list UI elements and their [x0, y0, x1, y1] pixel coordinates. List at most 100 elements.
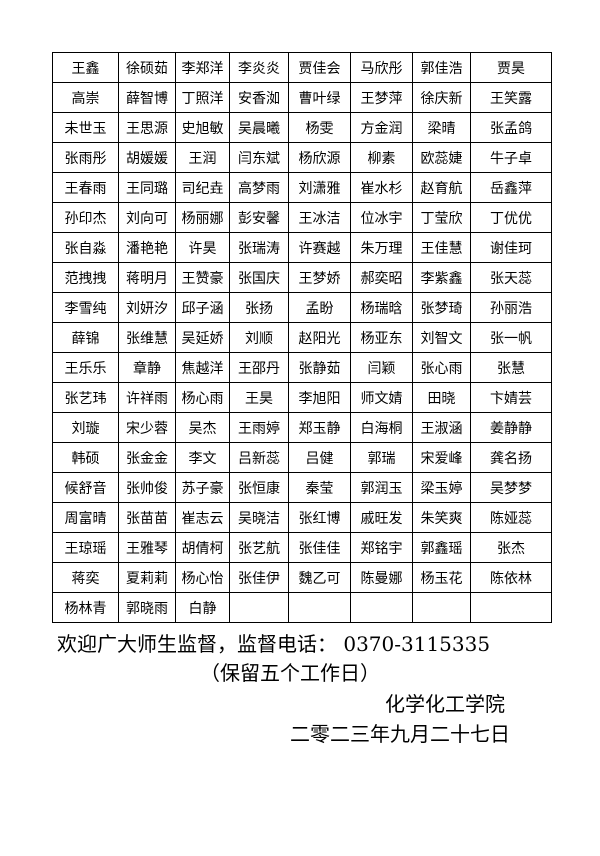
- table-row: 未世玉 王思源 史旭敏 吴晨曦 杨雯 方金润 梁晴 张孟鸽: [52, 112, 552, 143]
- name-cell: 李雪纯: [52, 292, 119, 323]
- name-cell: 张慧: [470, 352, 552, 383]
- name-cell: 许昊: [175, 232, 230, 263]
- name-cell: 刘潇雅: [288, 172, 351, 203]
- name-cell: 刘顺: [229, 322, 289, 353]
- retention-note: （保留五个工作日）: [200, 661, 380, 685]
- table-row: 刘璇 宋少蓉 吴杰 王雨婷 郑玉静 白海桐 王淑涵 姜静静: [52, 412, 552, 443]
- name-cell: 司纪垚: [175, 172, 230, 203]
- name-cell: 方金润: [350, 112, 413, 143]
- table-row: 张自淼 潘艳艳 许昊 张瑞涛 许赛越 朱万理 王佳慧 谢佳珂: [52, 232, 552, 263]
- name-cell: 候舒音: [52, 472, 119, 503]
- name-cell: 王思源: [118, 112, 176, 143]
- name-cell: 王润: [175, 142, 230, 173]
- table-row: 王鑫 徐硕茹 李郑洋 李炎炎 贾佳会 马欣彤 郭佳浩 贾昊: [52, 52, 552, 83]
- name-cell: 田晓: [412, 382, 471, 413]
- supervision-notice: 欢迎广大师生监督，监督电话： 0370-3115335: [57, 632, 491, 656]
- name-cell: 魏乙可: [288, 562, 351, 593]
- name-cell: 陈娅蕊: [470, 502, 552, 533]
- table-row: 王琼瑶 王雅琴 胡倩柯 张艺航 张佳佳 郑铭宇 郭鑫瑶 张杰: [52, 532, 552, 563]
- name-cell: 郭晓雨: [118, 592, 176, 623]
- name-cell: 闫颖: [350, 352, 413, 383]
- name-cell: 史旭敏: [175, 112, 230, 143]
- table-row: 张艺玮 许祥雨 杨心雨 王昊 李旭阳 师文婧 田晓 卞婧芸: [52, 382, 552, 413]
- name-cell: 孙印杰: [52, 202, 119, 233]
- name-cell: 孙丽浩: [470, 292, 552, 323]
- name-cell: 胡倩柯: [175, 532, 230, 563]
- name-cell: 秦莹: [288, 472, 351, 503]
- table-row: 杨林青 郭晓雨 白静: [52, 592, 552, 623]
- name-cell: 师文婧: [350, 382, 413, 413]
- name-cell: 杨玉花: [412, 562, 471, 593]
- name-cell: 彭安馨: [229, 202, 289, 233]
- name-cell: 郝奕昭: [350, 262, 413, 293]
- name-cell: 王雨婷: [229, 412, 289, 443]
- issue-date: 二零二三年九月二十七日: [290, 722, 510, 746]
- table-row: 高崇 薛智博 丁照洋 安香洳 曹叶绿 王梦萍 徐庆新 王笑露: [52, 82, 552, 113]
- name-cell: 郭佳浩: [412, 52, 471, 83]
- name-cell: 陈依林: [470, 562, 552, 593]
- name-cell: 李炎炎: [229, 52, 289, 83]
- name-cell: 刘璇: [52, 412, 119, 443]
- name-cell: 郭润玉: [350, 472, 413, 503]
- name-cell: 杨心怡: [175, 562, 230, 593]
- name-cell: 卞婧芸: [470, 382, 552, 413]
- name-cell: 王昊: [229, 382, 289, 413]
- name-cell: 杨丽娜: [175, 202, 230, 233]
- name-cell: [412, 592, 471, 623]
- department-name: 化学化工学院: [385, 692, 505, 716]
- name-cell: 柳素: [350, 142, 413, 173]
- name-cell: 王梦萍: [350, 82, 413, 113]
- table-row: 王春雨 王同璐 司纪垚 高梦雨 刘潇雅 崔水杉 赵育航 岳鑫萍: [52, 172, 552, 203]
- name-cell: 张苗苗: [118, 502, 176, 533]
- name-cell: 邱子涵: [175, 292, 230, 323]
- name-cell: 安香洳: [229, 82, 289, 113]
- name-cell: 牛子卓: [470, 142, 552, 173]
- name-cell: 高崇: [52, 82, 119, 113]
- name-cell: 杨雯: [288, 112, 351, 143]
- name-cell: 龚名扬: [470, 442, 552, 473]
- name-cell: 贾佳会: [288, 52, 351, 83]
- name-cell: 吴晨曦: [229, 112, 289, 143]
- name-cell: 李郑洋: [175, 52, 230, 83]
- name-cell: 岳鑫萍: [470, 172, 552, 203]
- name-cell: [350, 592, 413, 623]
- table-row: 范拽拽 蒋明月 王赞豪 张国庆 王梦娇 郝奕昭 李紫鑫 张天蕊: [52, 262, 552, 293]
- name-cell: 吴延娇: [175, 322, 230, 353]
- name-cell: 张瑞涛: [229, 232, 289, 263]
- name-cell: 吴杰: [175, 412, 230, 443]
- name-cell: 杨欣源: [288, 142, 351, 173]
- name-cell: 王邵丹: [229, 352, 289, 383]
- name-cell: 马欣彤: [350, 52, 413, 83]
- name-cell: 闫东斌: [229, 142, 289, 173]
- name-cell: 王乐乐: [52, 352, 119, 383]
- name-cell: 白静: [175, 592, 230, 623]
- name-cell: 刘妍汐: [118, 292, 176, 323]
- name-cell: 郭瑞: [350, 442, 413, 473]
- name-cell: 刘智文: [412, 322, 471, 353]
- name-cell: 章静: [118, 352, 176, 383]
- name-cell: 薛智博: [118, 82, 176, 113]
- name-cell: 夏莉莉: [118, 562, 176, 593]
- name-cell: 张佳伊: [229, 562, 289, 593]
- name-cell: 王琼瑶: [52, 532, 119, 563]
- name-cell: 张国庆: [229, 262, 289, 293]
- name-cell: 丁优优: [470, 202, 552, 233]
- name-cell: 张恒康: [229, 472, 289, 503]
- name-cell: 王雅琴: [118, 532, 176, 563]
- name-cell: 赵阳光: [288, 322, 351, 353]
- name-cell: 宋少蓉: [118, 412, 176, 443]
- name-cell: 王淑涵: [412, 412, 471, 443]
- table-row: 李雪纯 刘妍汐 邱子涵 张扬 孟盼 杨瑞晗 张梦琦 孙丽浩: [52, 292, 552, 323]
- name-cell: 许祥雨: [118, 382, 176, 413]
- name-cell: 位冰宇: [350, 202, 413, 233]
- name-cell: 朱笑爽: [412, 502, 471, 533]
- name-cell: 张扬: [229, 292, 289, 323]
- name-cell: 吕健: [288, 442, 351, 473]
- name-cell: 刘向可: [118, 202, 176, 233]
- name-cell: 杨心雨: [175, 382, 230, 413]
- name-cell: 赵育航: [412, 172, 471, 203]
- name-cell: 许赛越: [288, 232, 351, 263]
- name-cell: 杨亚东: [350, 322, 413, 353]
- name-cell: 杨瑞晗: [350, 292, 413, 323]
- name-cell: [288, 592, 351, 623]
